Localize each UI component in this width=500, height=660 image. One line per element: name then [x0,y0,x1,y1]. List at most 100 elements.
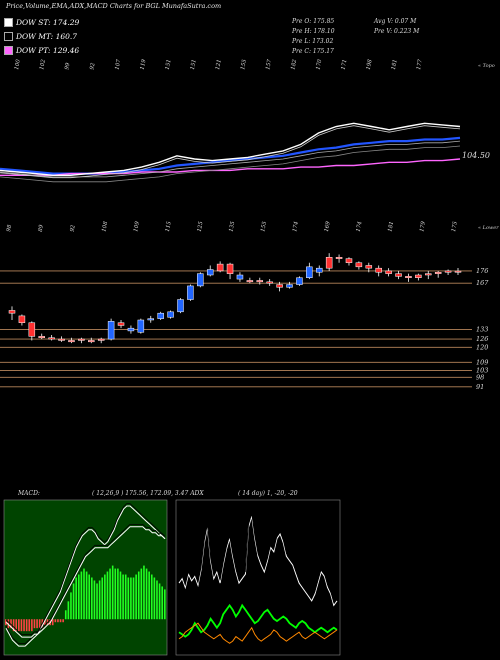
macd-histogram-bar [153,577,156,620]
candle-body [395,273,402,277]
level-label: 167 [476,279,489,287]
candle-body [167,311,174,318]
top-tick-label: 151 [190,59,198,70]
candle-body [306,266,313,278]
macd-panel [3,499,168,656]
candle-body [454,270,462,273]
candle-body [78,338,85,341]
candle-body [365,265,373,269]
candle-body [335,257,343,259]
price-top-tick-label: 169 [324,220,332,232]
macd-histogram-bar [77,574,80,620]
adx-line-2 [178,622,338,644]
price-top-tick-labels: 98 89 92 108 109 115 125 135 155 174 169 174 181 179 1… [6,220,459,232]
macd-histogram-bar [158,583,161,620]
price-top-tick-label: 155 [260,220,268,232]
adx-panel [175,499,341,656]
candle-body [216,263,224,272]
ema-band-line [0,145,461,183]
candle-body [246,280,254,283]
macd-histogram-bar [18,619,20,632]
macd-histogram-bar [33,619,36,629]
price-top-tick-label: 109 [133,220,141,232]
macd-histogram-bar [44,619,46,626]
macd-histogram-bar [101,577,104,620]
macd-histogram-bar [85,571,88,620]
macd-histogram-bar [98,580,101,620]
macd-histogram-bar [124,574,127,620]
macd-histogram-bar [62,619,64,623]
candle-body [276,284,283,288]
price-top-tick-label: 181 [387,221,395,232]
candle-body [48,337,55,340]
candle-body [117,322,125,326]
macd-histogram-bar [64,610,67,620]
candle-body [345,258,353,263]
ohlc-low: Pre L: 173.02 [292,38,334,45]
candle-body [107,321,115,340]
ohlc-high: Pre H: 178.10 [292,28,335,35]
macd-histogram-bar [7,619,10,629]
candle-body [8,310,16,314]
candle-body [256,280,264,283]
macd-histogram-bar [150,574,153,620]
candle-body [444,270,452,273]
top-tick-label: 99 [64,62,71,70]
candle-body [38,336,45,338]
ema-value-label: 104.50 [462,151,490,160]
level-label: 133 [476,326,488,334]
adx-values: ( 14 day) 1, -20, -20 [238,490,298,497]
top-tick-label: 119 [140,58,148,70]
candle-body [147,318,155,321]
price-top-tick-label: 174 [356,220,364,232]
price-top-tick-label: 175 [451,220,459,232]
ema-lines [0,122,461,183]
candle-body [68,340,75,343]
lower-right-label: « Lower [478,225,499,231]
macd-histogram-bar [67,601,70,620]
macd-line-0 [5,505,166,647]
level-label: 91 [476,383,484,391]
candle-body [197,273,204,287]
level-label: 176 [476,267,488,275]
price-top-tick-label: 125 [197,220,205,232]
legend-label-mt: DOW MT: 160.7 [16,32,78,41]
macd-histogram-bar [145,568,148,620]
candle-body [187,285,194,300]
macd-histogram-bar [91,577,93,620]
macd-histogram-bar [148,571,150,620]
legend-swatch-st [4,18,13,27]
avg-volume: Avg V: 0.07 M [374,18,417,25]
macd-histogram-bar [10,619,12,629]
macd-line-1 [5,526,166,638]
candle-body [355,262,363,268]
macd-histogram-bar [25,619,28,632]
candle-body [88,340,95,343]
price-top-tick-label: 179 [419,220,427,232]
macd-histogram-bar [127,577,130,620]
macd-histogram-bar [54,619,57,623]
top-tick-label: 182 [290,58,298,70]
candle-body [296,277,303,285]
macd-values: ( 12,26,9 ) 175.56, 172.09, 3.47 ADX [92,490,204,497]
ema-line-0 [0,136,461,175]
top-tick-label: 121 [215,59,223,70]
top-tick-label: 171 [341,59,349,70]
price-top-tick-label: 135 [229,220,237,232]
legend-dow-mt: DOW MT: 160.7 [4,32,77,41]
candle-body [425,273,432,276]
adx-line-1 [178,603,338,638]
top-right-label: « Topo [478,63,495,69]
macd-histogram-bar [23,619,25,632]
level-label: 103 [476,366,488,374]
adx-line-0 [178,516,338,607]
macd-background [3,499,168,656]
top-tick-label: 102 [39,58,47,70]
macd-histogram-bar [106,571,109,620]
macd-label: MACD: [18,490,40,497]
top-tick-label: 170 [316,58,324,70]
adx-background [175,499,341,656]
legend-swatch-pt [4,46,13,55]
top-tick-label: 157 [265,58,273,70]
macd-histogram-bar [75,577,77,620]
